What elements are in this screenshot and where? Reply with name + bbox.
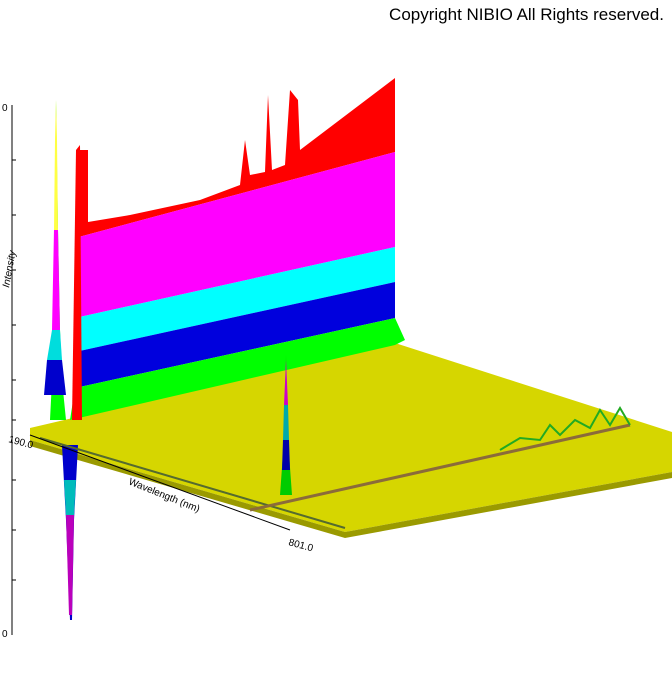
band-magenta [75, 152, 395, 318]
band-green [70, 318, 405, 420]
band-blue [75, 282, 395, 388]
intensity-ticks [12, 159, 16, 581]
noise [499, 406, 631, 451]
peak-mid-magenta [284, 360, 288, 405]
intensity-top: 0 [2, 103, 8, 114]
band-cyan [75, 247, 395, 352]
ridge [249, 423, 631, 512]
band-red [75, 78, 395, 238]
peak-left-magenta [52, 230, 60, 330]
peak-down-magenta [66, 515, 74, 615]
peak-second [72, 145, 82, 420]
wavelength-end: 801.0 [287, 537, 314, 554]
floor [30, 343, 672, 532]
copyright: Copyright NIBIO All Rights reserved. [389, 5, 664, 24]
wavelength-axis [29, 434, 291, 531]
peak-left-cyan [47, 330, 62, 360]
ridge [39, 437, 346, 529]
intensity-label: Intensity [1, 249, 18, 289]
peak-left-blue [44, 360, 66, 395]
intensity-bottom: 0 [2, 629, 8, 640]
peak-mid-blue [282, 440, 290, 470]
peak-mid-cyan [283, 405, 289, 440]
peak-left-top [54, 100, 58, 230]
peak-down-cyan [64, 480, 76, 515]
